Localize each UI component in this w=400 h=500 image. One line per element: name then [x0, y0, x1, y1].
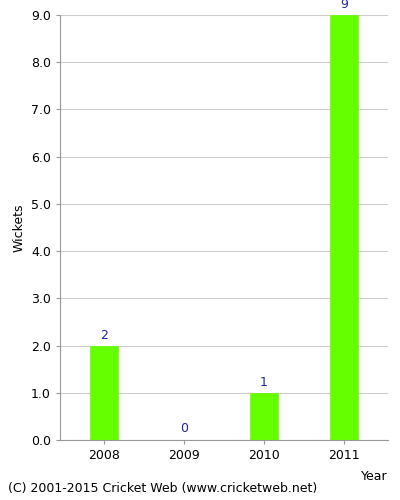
Bar	[90, 346, 118, 440]
Text: 0: 0	[180, 422, 188, 436]
Y-axis label: Wickets: Wickets	[12, 203, 26, 252]
Text: (C) 2001-2015 Cricket Web (www.cricketweb.net): (C) 2001-2015 Cricket Web (www.cricketwe…	[8, 482, 317, 495]
Text: 1: 1	[260, 376, 268, 389]
Bar	[250, 393, 278, 440]
Bar	[330, 15, 358, 440]
Text: 9: 9	[340, 0, 348, 11]
Text: 2: 2	[100, 329, 108, 342]
Text: Year: Year	[361, 470, 388, 483]
